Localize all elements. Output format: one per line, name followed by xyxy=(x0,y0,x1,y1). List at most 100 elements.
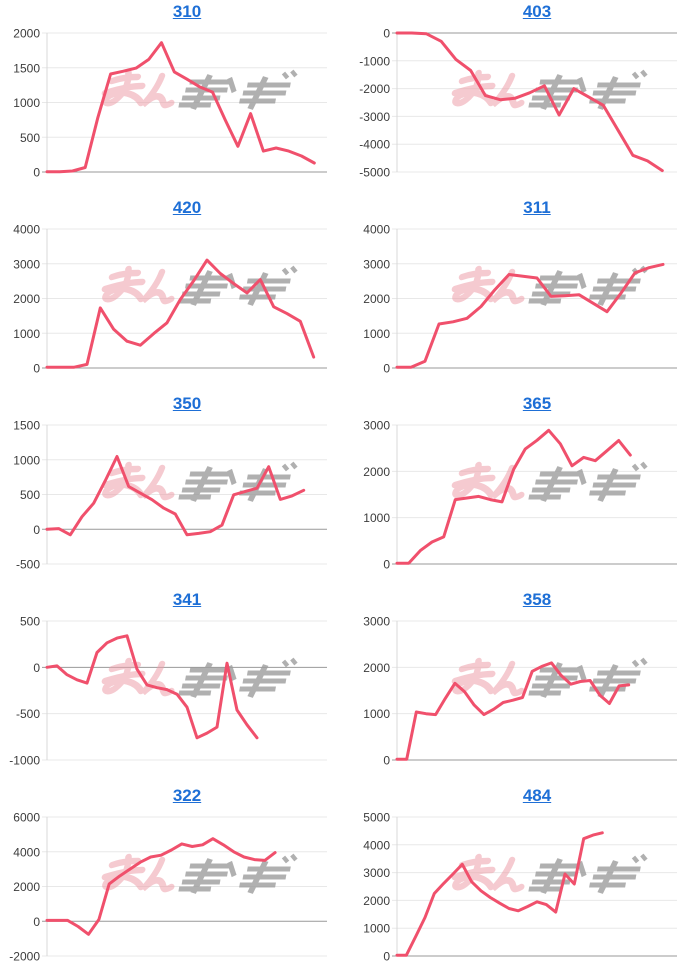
y-tick-label: 1000 xyxy=(363,922,390,936)
chart-cell-403: 403 0 -1000 -2000 -3000 -4000 -5000 xyxy=(350,0,700,196)
line-chart-310: 2000 1500 1000 500 0 xyxy=(13,27,327,180)
chart-cell-341: 341 500 0 -500 -1000 xyxy=(0,588,350,784)
y-tick-label: 0 xyxy=(33,915,40,929)
chart-line xyxy=(45,634,259,740)
chart-line xyxy=(395,661,631,761)
y-tick-label: 1000 xyxy=(363,707,390,721)
chart-line xyxy=(45,837,277,936)
y-tick-label: 500 xyxy=(20,131,40,145)
line-chart-403: 0 -1000 -2000 -3000 -4000 -5000 xyxy=(359,27,677,180)
chart-cell-322: 322 6000 4000 2000 0 -2000 xyxy=(0,784,350,980)
y-tick-label: 3000 xyxy=(363,615,390,629)
y-tick-label: 1000 xyxy=(13,327,40,341)
y-tick-label: 2000 xyxy=(13,292,40,306)
chart-title-link-310[interactable]: 310 xyxy=(172,2,202,21)
y-tick-label: 4000 xyxy=(13,223,40,237)
y-tick-label: 2000 xyxy=(13,880,40,894)
y-tick-label: 4000 xyxy=(363,223,390,237)
y-tick-label: 2000 xyxy=(363,661,390,675)
y-tick-label: 4000 xyxy=(13,845,40,859)
minkabu-watermark xyxy=(452,463,647,501)
chart-title-link-311[interactable]: 311 xyxy=(523,198,551,217)
y-tick-label: 1000 xyxy=(363,327,390,341)
y-tick-label: -3000 xyxy=(359,110,390,124)
chart-title-link-358[interactable]: 358 xyxy=(522,590,552,609)
y-tick-label: 1500 xyxy=(13,61,40,75)
y-tick-label: 1000 xyxy=(13,96,40,110)
chart-title-row: 358 xyxy=(397,590,677,610)
minkabu-watermark xyxy=(102,71,297,109)
chart-cell-365: 365 3000 2000 1000 0 xyxy=(350,392,700,588)
y-tick-label: 0 xyxy=(383,754,390,768)
y-tick-label: -2000 xyxy=(9,950,40,964)
y-tick-label: 4000 xyxy=(363,838,390,852)
y-tick-label: 0 xyxy=(383,362,390,376)
y-tick-label: -1000 xyxy=(9,754,40,768)
line-chart-420: 4000 3000 2000 1000 0 xyxy=(13,223,327,376)
chart-line xyxy=(395,262,665,369)
y-tick-label: 0 xyxy=(33,661,40,675)
chart-cell-484: 484 5000 4000 3000 2000 1000 0 xyxy=(350,784,700,980)
chart-title-link-350[interactable]: 350 xyxy=(172,394,202,413)
chart-title-row: 365 xyxy=(397,394,677,414)
y-tick-label: 500 xyxy=(20,615,40,629)
chart-cell-310: 310 2000 1500 1000 500 0 xyxy=(0,0,350,196)
y-tick-label: 0 xyxy=(383,558,390,572)
y-tick-label: -500 xyxy=(16,707,40,721)
y-tick-label: -5000 xyxy=(359,166,390,180)
chart-cell-350: 350 1500 1000 500 0 -500 xyxy=(0,392,350,588)
y-tick-label: 2000 xyxy=(13,27,40,41)
y-tick-label: 0 xyxy=(383,27,390,41)
line-chart-311: 4000 3000 2000 1000 0 xyxy=(363,223,677,376)
y-tick-label: 3000 xyxy=(13,257,40,271)
chart-cell-358: 358 3000 2000 1000 0 xyxy=(350,588,700,784)
minkabu-watermark xyxy=(102,659,297,697)
y-tick-label: 0 xyxy=(383,950,390,964)
chart-title-link-403[interactable]: 403 xyxy=(522,2,552,21)
y-tick-label: 2000 xyxy=(363,292,390,306)
y-tick-label: 0 xyxy=(33,166,40,180)
y-tick-label: -500 xyxy=(16,558,40,572)
chart-title-row: 403 xyxy=(397,2,677,22)
chart-title-link-420[interactable]: 420 xyxy=(172,198,202,217)
chart-title-row: 420 xyxy=(47,198,327,218)
line-chart-341: 500 0 -500 -1000 xyxy=(9,615,327,768)
y-tick-label: -1000 xyxy=(359,54,390,68)
line-chart-358: 3000 2000 1000 0 xyxy=(363,615,677,768)
y-tick-label: 0 xyxy=(33,362,40,376)
chart-title-link-322[interactable]: 322 xyxy=(172,786,202,805)
chart-line xyxy=(395,428,632,565)
minkabu-watermark xyxy=(452,855,647,893)
y-tick-label: 1000 xyxy=(363,511,390,525)
chart-title-row: 350 xyxy=(47,394,327,414)
y-tick-label: 1000 xyxy=(13,453,40,467)
chart-cell-311: 311 4000 3000 2000 1000 0 xyxy=(350,196,700,392)
line-chart-365: 3000 2000 1000 0 xyxy=(363,419,677,572)
y-tick-label: 3000 xyxy=(363,419,390,433)
chart-line xyxy=(45,455,306,537)
chart-title-row: 311 xyxy=(397,198,677,218)
y-tick-label: 6000 xyxy=(13,811,40,825)
y-tick-label: 1500 xyxy=(13,419,40,433)
y-tick-label: 5000 xyxy=(363,811,390,825)
y-tick-label: 3000 xyxy=(363,866,390,880)
chart-title-link-341[interactable]: 341 xyxy=(172,590,202,609)
chart-title-row: 484 xyxy=(397,786,677,806)
line-chart-350: 1500 1000 500 0 -500 xyxy=(13,419,327,572)
line-chart-484: 5000 4000 3000 2000 1000 0 xyxy=(363,811,677,964)
chart-title-link-484[interactable]: 484 xyxy=(522,786,552,805)
y-tick-label: -4000 xyxy=(359,138,390,152)
chart-title-link-365[interactable]: 365 xyxy=(522,394,552,413)
y-tick-label: 2000 xyxy=(363,894,390,908)
chart-cell-420: 420 4000 3000 2000 1000 0 xyxy=(0,196,350,392)
line-chart-322: 6000 4000 2000 0 -2000 xyxy=(9,811,327,964)
chart-line xyxy=(45,41,316,174)
chart-line xyxy=(395,31,664,173)
chart-title-row: 322 xyxy=(47,786,327,806)
chart-line xyxy=(395,831,604,957)
chart-line xyxy=(45,258,316,369)
y-tick-label: 2000 xyxy=(363,465,390,479)
y-tick-label: -2000 xyxy=(359,82,390,96)
chart-title-row: 310 xyxy=(47,2,327,22)
